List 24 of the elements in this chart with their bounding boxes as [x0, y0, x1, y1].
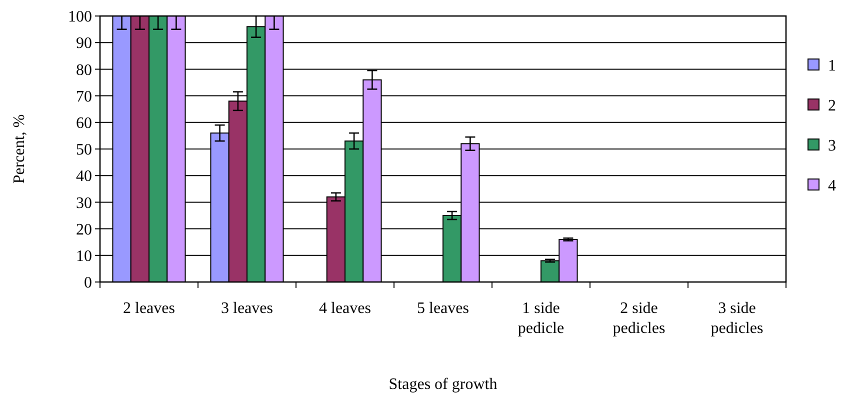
- legend-label: 3: [828, 138, 836, 155]
- legend-label: 4: [828, 178, 836, 195]
- x-tick-label: 2 side pedicles: [612, 300, 666, 337]
- x-tick-label: 1 side pedicle: [518, 300, 564, 337]
- y-tick-label: 20: [76, 221, 92, 238]
- y-tick-label: 90: [76, 35, 92, 52]
- y-tick-label: 50: [76, 142, 92, 159]
- y-axis-title: Percent, %: [11, 114, 28, 184]
- x-tick-label: 2 leaves: [123, 300, 175, 317]
- y-tick-label: 60: [76, 115, 92, 132]
- y-tick-label: 30: [76, 194, 92, 212]
- y-tick-label: 10: [76, 248, 92, 265]
- y-tick-label: 80: [76, 62, 92, 79]
- x-tick-label: 4 leaves: [319, 300, 371, 317]
- x-axis-title: Stages of growth: [388, 376, 498, 393]
- y-tick-label: 70: [76, 88, 92, 106]
- y-tick-label: 100: [68, 8, 92, 26]
- x-tick-label: 5 leaves: [417, 300, 469, 317]
- x-tick-label: 3 side pedicles: [710, 300, 764, 337]
- legend-label: 1: [828, 58, 836, 75]
- y-tick-label: 0: [84, 274, 92, 292]
- legend-label: 2: [828, 98, 836, 115]
- x-tick-label: 3 leaves: [221, 300, 273, 317]
- y-tick-label: 40: [76, 168, 92, 186]
